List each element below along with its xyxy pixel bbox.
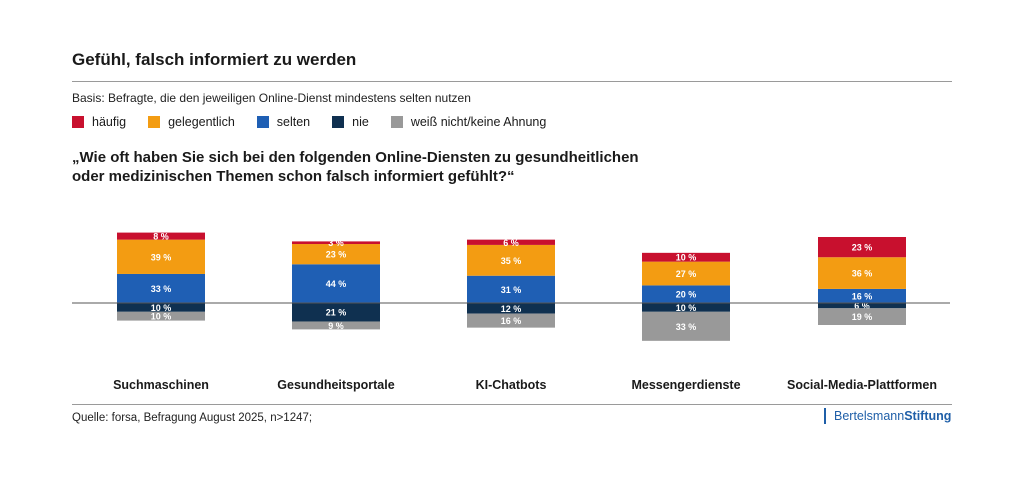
bar-4-2 <box>467 313 555 328</box>
legend-item-weiss-nicht: weiß nicht/keine Ahnung <box>390 115 547 129</box>
category-label-4: Social-Media-Plattformen <box>787 378 937 392</box>
legend-item-gelegentlich: gelegentlich <box>148 115 235 129</box>
logo-text-part1: Bertelsmann <box>834 409 905 423</box>
bar-3-0 <box>117 303 205 312</box>
legend-label-gelegentlich: gelegentlich <box>168 115 235 129</box>
bar-3-4 <box>818 303 906 309</box>
bar-label-0-1: 3 % <box>328 238 344 248</box>
bar-2-4 <box>818 288 906 303</box>
bar-3-3 <box>642 303 730 312</box>
question-line-1: „Wie oft haben Sie sich bei den folgende… <box>72 149 639 166</box>
legend-swatch-weiss-nicht <box>390 116 403 128</box>
bar-label-3-2: 12 % <box>501 304 522 314</box>
logo-text-part2: Stiftung <box>904 409 952 423</box>
legend-swatch-haeufig <box>72 116 84 128</box>
survey-question: „Wie oft haben Sie sich bei den folgende… <box>72 148 772 186</box>
bar-label-2-0: 33 % <box>151 284 172 294</box>
bar-label-3-4: 6 % <box>854 301 870 311</box>
bar-3-2 <box>467 303 555 314</box>
bar-0-0 <box>117 232 205 240</box>
footer-divider <box>72 404 952 405</box>
legend-swatch-selten <box>256 116 269 128</box>
legend-swatch-gelegentlich <box>148 116 161 128</box>
title-divider <box>72 81 952 82</box>
bar-0-3 <box>642 252 730 262</box>
bar-label-4-4: 19 % <box>852 312 873 322</box>
bar-label-4-2: 16 % <box>501 316 522 326</box>
bar-4-1 <box>292 321 380 330</box>
bar-1-3 <box>642 261 730 286</box>
category-label-2: KI-Chatbots <box>476 378 547 392</box>
bar-label-2-2: 31 % <box>501 285 522 295</box>
bar-label-2-4: 16 % <box>852 291 873 301</box>
bar-label-3-1: 21 % <box>326 308 347 318</box>
bar-1-0 <box>117 239 205 274</box>
bar-0-4 <box>818 237 906 258</box>
legend-label-weiss-nicht: weiß nicht/keine Ahnung <box>410 115 547 129</box>
bar-label-3-3: 10 % <box>676 303 697 313</box>
legend-label-haeufig: häufig <box>92 115 127 129</box>
chart-title: Gefühl, falsch informiert zu werden <box>72 50 357 69</box>
category-label-1: Gesundheitsportale <box>277 378 394 392</box>
source-note: Quelle: forsa, Befragung August 2025, n>… <box>72 412 313 424</box>
category-label-3: Messengerdienste <box>631 378 740 392</box>
bar-label-4-3: 33 % <box>676 322 697 332</box>
bar-label-4-0: 10 % <box>151 312 172 322</box>
bar-label-4-1: 9 % <box>328 321 344 331</box>
legend-swatch-nie <box>332 116 345 128</box>
bar-2-3 <box>642 285 730 303</box>
bar-2-1 <box>292 264 380 303</box>
bar-0-1 <box>292 241 380 245</box>
bar-label-1-2: 35 % <box>501 256 522 266</box>
logo-bar-icon <box>824 408 826 424</box>
bar-4-4 <box>818 308 906 325</box>
legend-item-selten: selten <box>256 115 311 129</box>
category-label-0: Suchmaschinen <box>113 378 209 392</box>
bar-label-0-0: 8 % <box>153 232 169 242</box>
bar-1-2 <box>467 244 555 276</box>
legend-label-selten: selten <box>276 115 311 129</box>
bar-label-1-1: 23 % <box>326 250 347 260</box>
bar-label-0-4: 23 % <box>852 243 873 253</box>
legend-item-nie: nie <box>332 115 369 129</box>
bertelsmann-logo: Bertelsmann Stiftung <box>824 408 951 424</box>
bar-label-1-0: 39 % <box>151 252 172 262</box>
bar-1-1 <box>292 244 380 265</box>
bar-label-3-0: 10 % <box>151 303 172 313</box>
bar-label-2-3: 20 % <box>676 290 697 300</box>
bar-4-3 <box>642 311 730 341</box>
bar-0-2 <box>467 239 555 245</box>
bar-2-0 <box>117 273 205 303</box>
bar-label-0-2: 6 % <box>503 238 519 248</box>
basis-note: Basis: Befragte, die den jeweiligen Onli… <box>72 91 471 105</box>
bar-3-1 <box>292 303 380 322</box>
bar-label-1-3: 27 % <box>676 269 697 279</box>
bar-2-2 <box>467 275 555 303</box>
question-line-2: oder medizinischen Themen schon falsch i… <box>72 168 515 185</box>
bar-label-2-1: 44 % <box>326 279 347 289</box>
bar-label-1-4: 36 % <box>852 269 873 279</box>
bar-1-4 <box>818 257 906 289</box>
bar-4-0 <box>117 311 205 321</box>
legend-label-nie: nie <box>352 115 369 129</box>
legend: häufig gelegentlich selten nie weiß nich… <box>72 115 568 129</box>
legend-item-haeufig: häufig <box>72 115 126 129</box>
bar-label-0-3: 10 % <box>676 253 697 263</box>
